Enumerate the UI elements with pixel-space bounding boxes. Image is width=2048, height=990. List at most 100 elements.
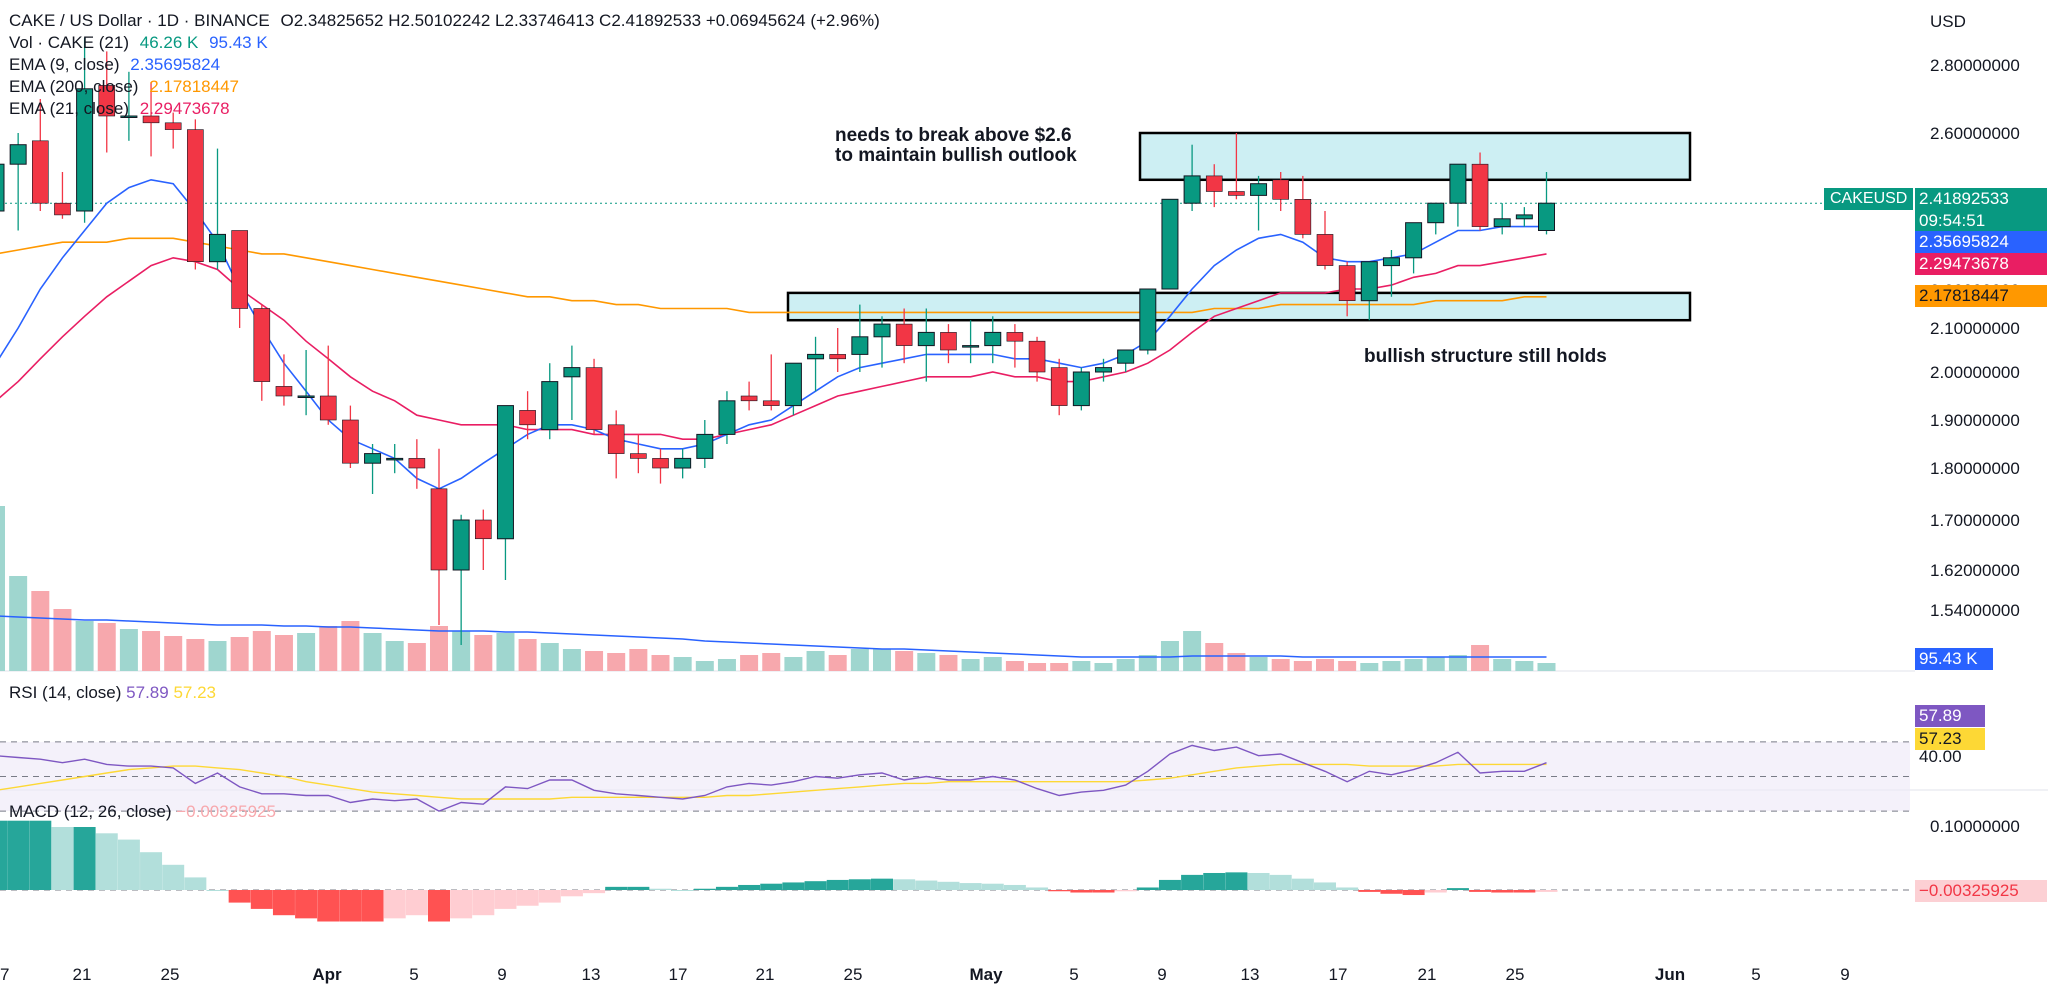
candle-body bbox=[1183, 175, 1201, 204]
macd-histogram-bar bbox=[1446, 888, 1469, 890]
candle-body bbox=[563, 367, 581, 378]
macd-histogram-bar bbox=[1026, 887, 1049, 890]
macd-histogram-bar bbox=[605, 886, 628, 890]
volume-bar bbox=[1471, 645, 1490, 671]
date-axis-label: 21 bbox=[1418, 965, 1437, 984]
macd-histogram-bar bbox=[583, 890, 606, 894]
macd-histogram-bar bbox=[693, 888, 716, 890]
candle-body bbox=[1028, 340, 1046, 373]
candle-body bbox=[9, 144, 27, 165]
macd-histogram-bar bbox=[649, 888, 672, 890]
macd-histogram-bar bbox=[1247, 872, 1270, 890]
candle-body bbox=[696, 433, 714, 459]
volume-bar bbox=[474, 635, 493, 671]
macd-histogram-bar bbox=[1203, 872, 1226, 890]
date-axis-label: Apr bbox=[312, 965, 342, 984]
macd-histogram-bar bbox=[1158, 879, 1181, 890]
date-axis-label: 17 bbox=[669, 965, 688, 984]
candle-body bbox=[275, 386, 293, 397]
volume-bar bbox=[651, 655, 670, 671]
volume-bar bbox=[1448, 655, 1467, 671]
rsi-tag: 57.89 bbox=[1915, 705, 1985, 727]
volume-bar bbox=[740, 655, 759, 671]
volume-ma-line bbox=[0, 615, 1547, 658]
volume-bar bbox=[208, 641, 227, 671]
macd-histogram-bar bbox=[1336, 887, 1359, 890]
volume-bar bbox=[1050, 663, 1069, 671]
volume-ma-value: 95.43 K bbox=[209, 33, 268, 52]
macd-histogram-bar bbox=[228, 890, 251, 903]
ema21-price-tag: 2.29473678 bbox=[1915, 253, 2047, 275]
candle-body bbox=[541, 381, 559, 431]
rsi-value: 57.89 bbox=[126, 683, 169, 702]
candle-body bbox=[364, 453, 382, 464]
volume-bar bbox=[1249, 657, 1268, 671]
candle-body bbox=[142, 115, 160, 124]
ema9-label: EMA (9, close) bbox=[9, 55, 120, 74]
volume-bar bbox=[1316, 659, 1334, 671]
volume-bar bbox=[873, 649, 891, 671]
ema9-line bbox=[0, 178, 1547, 490]
ema9-legend[interactable]: EMA (9, close) 2.35695824 bbox=[9, 54, 886, 76]
volume-bar bbox=[430, 626, 448, 671]
macd-histogram-bar bbox=[1291, 878, 1314, 890]
macd-histogram-bar bbox=[1181, 874, 1204, 890]
macd-histogram-bar bbox=[1070, 890, 1093, 893]
ema200-legend[interactable]: EMA (200, close) 2.17818447 bbox=[9, 76, 886, 98]
date-axis-label: 5 bbox=[409, 965, 418, 984]
price-axis-label: 1.70000000 bbox=[1930, 511, 2020, 530]
volume-bar bbox=[939, 655, 958, 671]
volume-bar bbox=[1271, 659, 1290, 671]
candle-body bbox=[1050, 367, 1068, 406]
ema200-line bbox=[0, 237, 1547, 314]
volume-bar bbox=[828, 655, 847, 671]
candle-body bbox=[1072, 371, 1090, 407]
candle-body bbox=[0, 163, 5, 212]
date-axis-label: 25 bbox=[161, 965, 180, 984]
macd-histogram-bar bbox=[51, 827, 74, 890]
date-axis-label: 17 bbox=[0, 965, 9, 984]
candle-body bbox=[386, 457, 404, 461]
resistance-annotation-line2: to maintain bullish outlook bbox=[835, 145, 1077, 166]
macd-histogram-bar bbox=[1469, 890, 1492, 892]
macd-histogram-bar bbox=[29, 820, 52, 890]
volume-legend[interactable]: Vol · CAKE (21) 46.26 K 95.43 K bbox=[9, 32, 886, 54]
volume-bar bbox=[1116, 659, 1135, 671]
macd-histogram-bar bbox=[272, 890, 295, 916]
ema21-legend[interactable]: EMA (21, close) 2.29473678 bbox=[9, 98, 886, 120]
candle-body bbox=[630, 453, 647, 459]
candle-body bbox=[740, 395, 758, 402]
candle-body bbox=[829, 354, 847, 360]
volume-bar bbox=[75, 621, 94, 671]
macd-histogram-bar bbox=[1136, 887, 1159, 890]
ema200-price-tag: 2.17818447 bbox=[1915, 285, 2047, 307]
candle-body bbox=[718, 400, 736, 435]
candle-body bbox=[209, 233, 226, 263]
macd-histogram-bar bbox=[7, 820, 30, 890]
resistance-zone bbox=[1138, 131, 1692, 182]
macd-histogram-bar bbox=[538, 890, 561, 903]
price-axis-label: 2.10000000 bbox=[1930, 319, 2020, 338]
macd-legend[interactable]: MACD (12, 26, close) −0.00325925 bbox=[9, 802, 276, 822]
candle-body bbox=[187, 129, 204, 263]
candle-body bbox=[319, 395, 337, 421]
rsi-legend[interactable]: RSI (14, close) 57.89 57.23 bbox=[9, 683, 216, 703]
date-axis-label: 9 bbox=[497, 965, 506, 984]
macd-histogram-bar bbox=[1491, 890, 1514, 893]
volume-bar bbox=[0, 506, 5, 671]
symbol-title[interactable]: CAKE / US Dollar · 1D · BINANCE bbox=[9, 11, 270, 30]
currency-label[interactable]: USD bbox=[1930, 12, 1966, 31]
macd-histogram-bar bbox=[140, 852, 163, 890]
rsi-level-label: 40.00 bbox=[1919, 747, 1962, 766]
date-axis-label: 5 bbox=[1069, 965, 1078, 984]
volume-bar bbox=[164, 636, 183, 671]
macd-histogram-bar bbox=[560, 890, 583, 897]
candle-body bbox=[474, 519, 492, 540]
price-axis-label: 2.00000000 bbox=[1930, 363, 2020, 382]
candle-body bbox=[1161, 198, 1179, 290]
macd-histogram-bar bbox=[95, 833, 118, 890]
volume-bar bbox=[407, 643, 426, 671]
volume-bar bbox=[1382, 661, 1401, 671]
date-axis-label: 9 bbox=[1157, 965, 1166, 984]
